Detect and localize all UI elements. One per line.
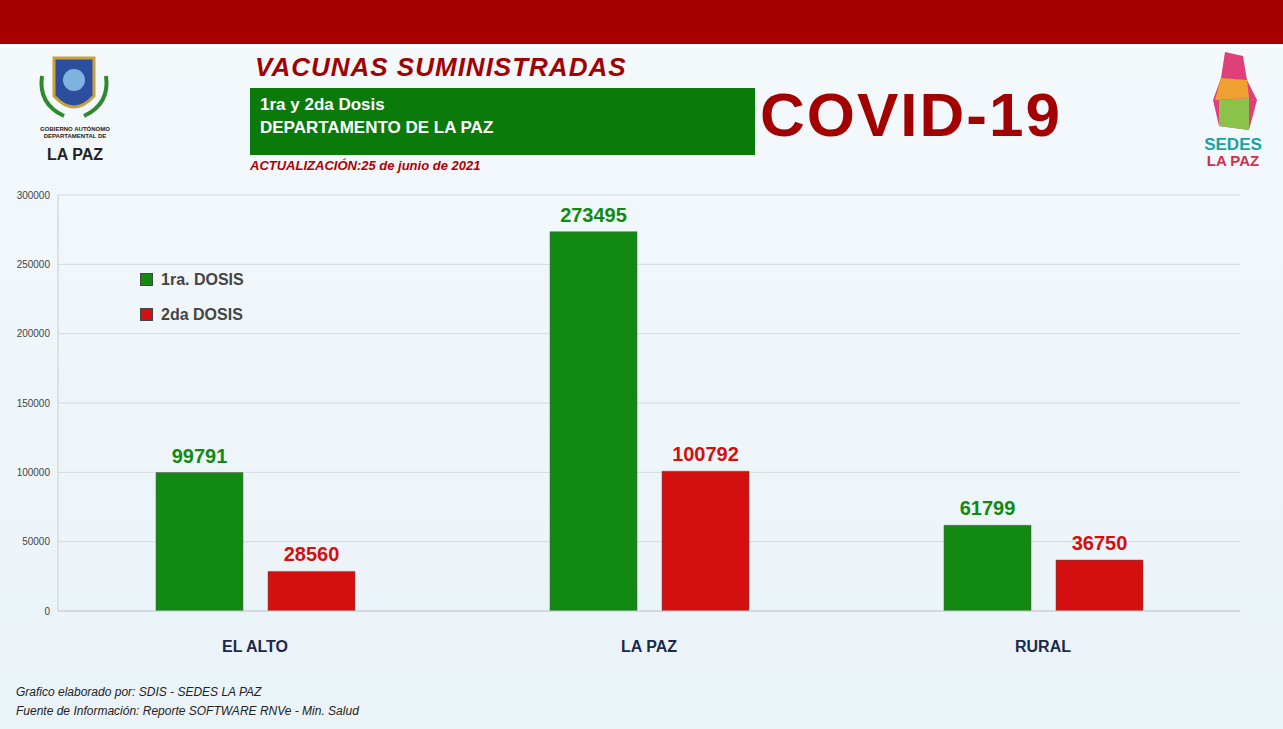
html-text:SEDES: SEDES [1204, 135, 1262, 154]
html-text:Grafico elaborado por: SDIS -: Grafico elaborado por: SDIS - SEDES LA P… [16, 685, 262, 699]
html-text:LA PAZ: LA PAZ [47, 146, 103, 163]
html-text:Fuente de Información: Reporte: Fuente de Información: Reporte SOFTWARE … [16, 704, 359, 718]
svg-text:0: 0 [44, 606, 50, 617]
svg-text:150000: 150000 [17, 398, 51, 409]
svg-text:99791: 99791 [172, 445, 228, 467]
html-text:ACTUALIZACIÓN:25 de junio de 2: ACTUALIZACIÓN:25 de junio de 2021 [250, 158, 481, 173]
html-text:DEPARTAMENTO DE LA PAZ: DEPARTAMENTO DE LA PAZ [260, 118, 494, 137]
html-text:2da DOSIS: 2da DOSIS [161, 305, 243, 323]
svg-text:100000: 100000 [17, 467, 51, 478]
svg-text:28560: 28560 [284, 543, 340, 565]
svg-text:300000: 300000 [17, 190, 51, 201]
html-text:1ra y 2da Dosis: 1ra y 2da Dosis [260, 95, 385, 114]
html-text:GOBIERNO AUTÓNOMO DEPARTAMENTA: GOBIERNO AUTÓNOMO DEPARTAMENTAL DE [40, 126, 110, 139]
html-text:COVID-19: COVID-19 [760, 80, 1062, 149]
svg-text:RURAL: RURAL [1015, 638, 1071, 655]
svg-text:50000: 50000 [22, 536, 50, 547]
svg-text:250000: 250000 [17, 259, 51, 270]
svg-text:LA PAZ: LA PAZ [621, 638, 677, 655]
svg-text:100792: 100792 [672, 443, 739, 465]
svg-text:EL ALTO: EL ALTO [222, 638, 288, 655]
html-text:1ra. DOSIS: 1ra. DOSIS [161, 270, 244, 288]
svg-text:36750: 36750 [1072, 532, 1128, 554]
svg-text:61799: 61799 [960, 497, 1016, 519]
svg-text:273495: 273495 [560, 204, 627, 226]
html-text:VACUNAS SUMINISTRADAS: VACUNAS SUMINISTRADAS [255, 52, 627, 82]
html-text:LA PAZ: LA PAZ [1206, 152, 1260, 169]
svg-text:200000: 200000 [17, 328, 51, 339]
